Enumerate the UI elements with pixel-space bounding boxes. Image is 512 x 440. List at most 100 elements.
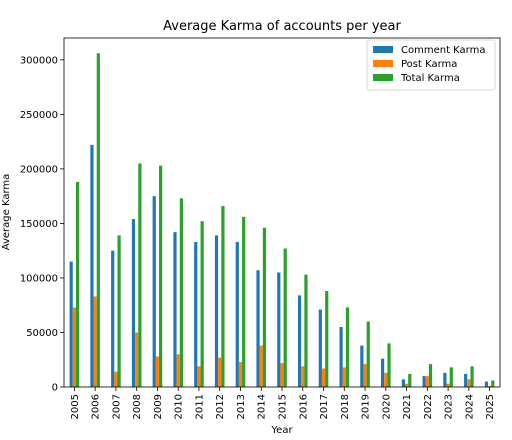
x-tick-label-2025: 2025 [485, 394, 496, 419]
y-axis-ticks: 0 50000 100000 150000 200000 250000 300000 [20, 55, 64, 394]
comment-karma-bar-2022 [422, 376, 426, 387]
post-karma-bar-2020 [384, 372, 388, 387]
x-tick-label-2016: 2016 [298, 394, 309, 419]
total-karma-bar-2007 [117, 235, 121, 387]
x-tick-label-2019: 2019 [361, 394, 372, 419]
total-karma-bar-2023 [449, 367, 453, 387]
comment-karma-bar-2018 [339, 327, 343, 387]
post-karma-bar-2010 [176, 354, 180, 387]
total-karma-bar-2020 [387, 343, 391, 387]
post-karma-bar-2021 [404, 383, 409, 387]
comment-karma-bar-2024 [464, 373, 468, 387]
post-karma-bar-2014 [259, 345, 263, 387]
x-tick-label-2010: 2010 [174, 394, 185, 419]
x-tick-label-2011: 2011 [194, 394, 205, 419]
x-tick-label-2020: 2020 [381, 394, 392, 419]
comment-karma-bar-2016 [297, 295, 302, 387]
chart-title: Average Karma of accounts per year [163, 19, 401, 34]
post-karma-bar-2009 [155, 356, 160, 387]
x-tick-label-2015: 2015 [278, 394, 289, 419]
total-karma-bar-2022 [428, 364, 433, 387]
comment-karma-bar-2013 [235, 241, 239, 387]
legend-label-total-karma: Total Karma [400, 73, 460, 84]
plot-frame [63, 37, 501, 388]
total-karma-bar-2010 [179, 198, 183, 387]
total-karma-bar-2014 [262, 227, 267, 387]
x-tick-label-2009: 2009 [153, 394, 164, 419]
y-tick-label: 100000 [20, 273, 58, 284]
y-axis-label: Average Karma [1, 174, 12, 251]
legend-box [366, 39, 496, 91]
bars-group [69, 53, 495, 388]
post-karma-bar-2006 [93, 296, 97, 387]
total-karma-bar-2012 [221, 205, 225, 387]
comment-karma-bar-2007 [111, 250, 115, 387]
post-karma-bar-2019 [363, 364, 367, 387]
total-karma-bar-2008 [138, 163, 142, 387]
comment-karma-bar-2008 [131, 219, 136, 387]
total-karma-bar-2019 [366, 321, 370, 387]
x-tick-label-2014: 2014 [257, 394, 268, 419]
legend: Comment Karma Post Karma Total Karma [366, 39, 496, 91]
y-tick-label: 0 [52, 383, 58, 394]
y-tick-label: 50000 [26, 328, 58, 339]
comment-karma-bar-2023 [443, 372, 447, 387]
x-axis-ticks: 2005 2006 2007 2008 2009 2010 2011 2012 2013 2014… [70, 387, 496, 419]
post-karma-bar-2008 [135, 332, 139, 387]
comment-karma-bar-2005 [69, 261, 73, 387]
total-karma-bar-2025 [491, 380, 495, 387]
post-karma-bar-2016 [301, 366, 305, 387]
legend-label-comment-karma: Comment Karma [401, 45, 486, 56]
total-karma-bar-2017 [325, 291, 329, 387]
legend-label-post-karma: Post Karma [401, 59, 457, 70]
legend-swatch-total-karma [373, 74, 393, 81]
comment-karma-bar-2006 [90, 144, 94, 387]
x-tick-label-2021: 2021 [402, 394, 413, 419]
post-karma-bar-2023 [446, 383, 450, 387]
x-axis-label: Year [270, 425, 293, 436]
x-tick-label-2008: 2008 [132, 394, 143, 419]
comment-karma-bar-2009 [152, 196, 156, 387]
comment-karma-bar-2014 [256, 270, 260, 387]
comment-karma-bar-2020 [381, 358, 385, 387]
comment-karma-bar-2015 [277, 272, 281, 387]
x-tick-label-2012: 2012 [215, 394, 226, 419]
comment-karma-bar-2025 [484, 381, 489, 387]
post-karma-bar-2013 [238, 361, 243, 387]
post-karma-bar-2024 [467, 379, 471, 387]
comment-karma-bar-2021 [401, 379, 405, 387]
total-karma-bar-2015 [283, 248, 287, 387]
comment-karma-bar-2019 [360, 345, 364, 387]
comment-karma-bar-2010 [173, 232, 177, 387]
total-karma-bar-2011 [200, 221, 204, 387]
x-tick-label-2013: 2013 [236, 394, 247, 419]
post-karma-bar-2011 [197, 366, 201, 387]
y-tick-label: 300000 [20, 55, 58, 66]
legend-swatch-comment-karma [373, 46, 393, 53]
post-karma-bar-2017 [321, 368, 326, 387]
total-karma-bar-2009 [159, 165, 163, 387]
comment-karma-bar-2011 [194, 241, 198, 387]
post-karma-bar-2015 [280, 363, 284, 387]
x-tick-label-2017: 2017 [319, 394, 330, 419]
post-karma-bar-2005 [72, 307, 76, 387]
total-karma-bar-2024 [470, 366, 474, 387]
x-tick-label-2024: 2024 [464, 394, 475, 419]
post-karma-bar-2022 [425, 376, 429, 387]
post-karma-bar-2018 [342, 367, 346, 387]
x-tick-label-2006: 2006 [91, 394, 102, 419]
total-karma-bar-2018 [345, 307, 350, 387]
total-karma-bar-2016 [304, 274, 308, 387]
x-tick-label-2018: 2018 [340, 394, 351, 419]
legend-swatch-post-karma [373, 60, 393, 67]
post-karma-bar-2007 [114, 371, 118, 387]
x-tick-label-2023: 2023 [444, 394, 455, 419]
y-tick-label: 200000 [20, 164, 58, 175]
comment-karma-bar-2012 [214, 235, 219, 387]
comment-karma-bar-2017 [318, 309, 322, 387]
x-tick-label-2007: 2007 [111, 394, 122, 419]
total-karma-bar-2005 [75, 181, 80, 387]
total-karma-bar-2021 [408, 373, 412, 387]
